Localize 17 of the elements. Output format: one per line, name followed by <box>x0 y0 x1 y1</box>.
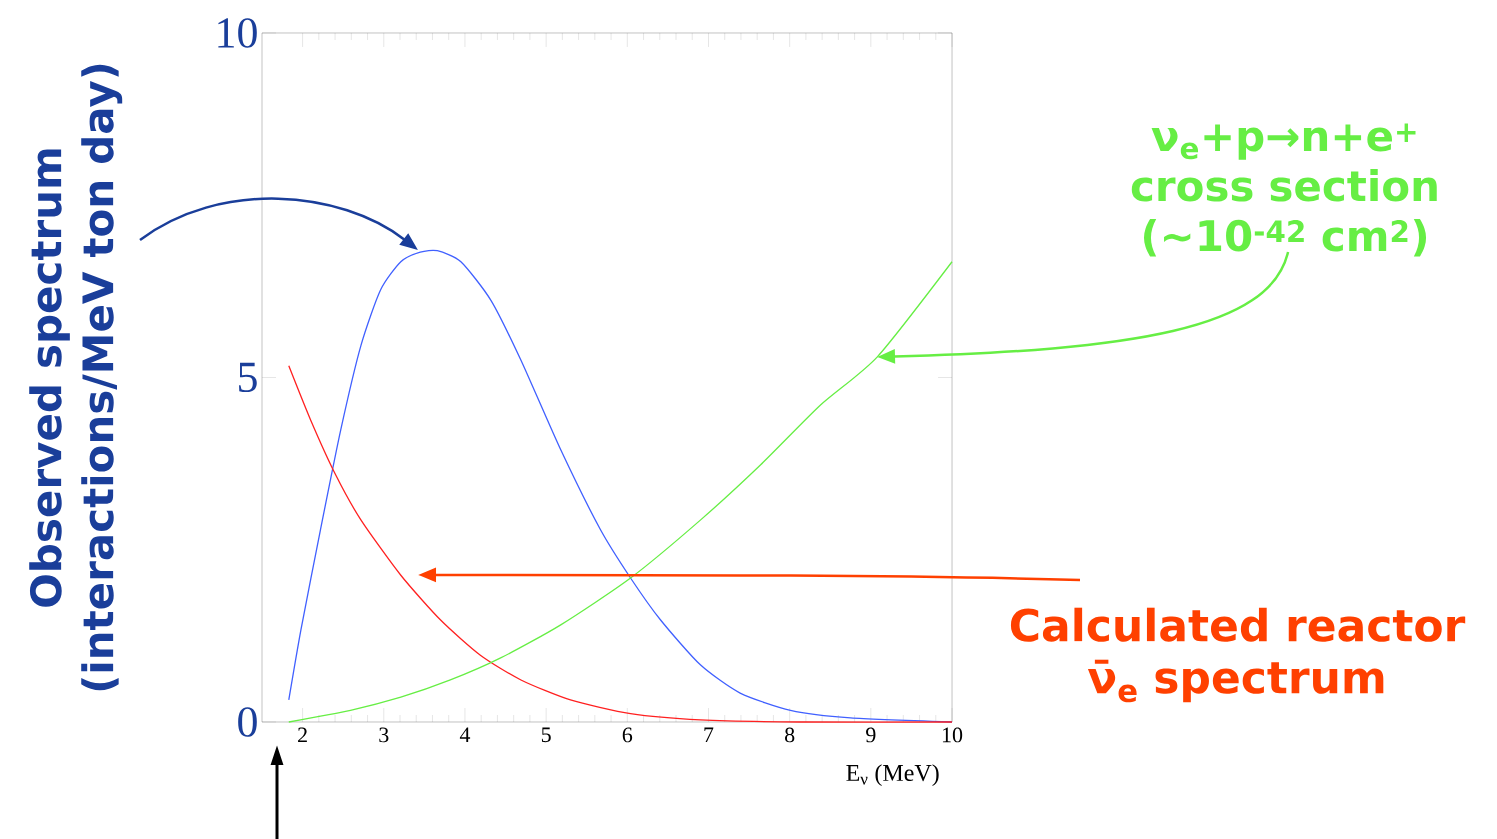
y-tick-label: 0 <box>238 707 257 737</box>
x-tick-label: 9 <box>866 727 876 743</box>
x-tick-label: 5 <box>541 727 551 743</box>
line-series <box>288 365 953 723</box>
x-tick-label: 4 <box>459 727 471 742</box>
x-tick-label: 3 <box>379 727 389 743</box>
x-axis-title: E$_{ν}$ (MeV) <box>846 764 939 786</box>
x-tick-label: 2 <box>298 727 307 743</box>
text: ν$_{e}$+p→n+e$^{+}$ cross section (~10$^{-42}$ cm$^{2}$) <box>1131 123 1437 257</box>
x-tick-label: 10 <box>942 727 963 743</box>
y-tick-label: 5 <box>239 362 257 393</box>
y-tick-label: 10 <box>218 18 257 48</box>
x-tick-label: 6 <box>622 727 633 743</box>
text: Calculated reactor ν̄$_{e}$ spectrum <box>1010 607 1466 703</box>
x-tick-label: 7 <box>704 727 714 742</box>
x-tick-label: 8 <box>785 727 795 743</box>
y-axis-title: Observed spectrum (interactions/MeV ton day) <box>29 64 123 691</box>
